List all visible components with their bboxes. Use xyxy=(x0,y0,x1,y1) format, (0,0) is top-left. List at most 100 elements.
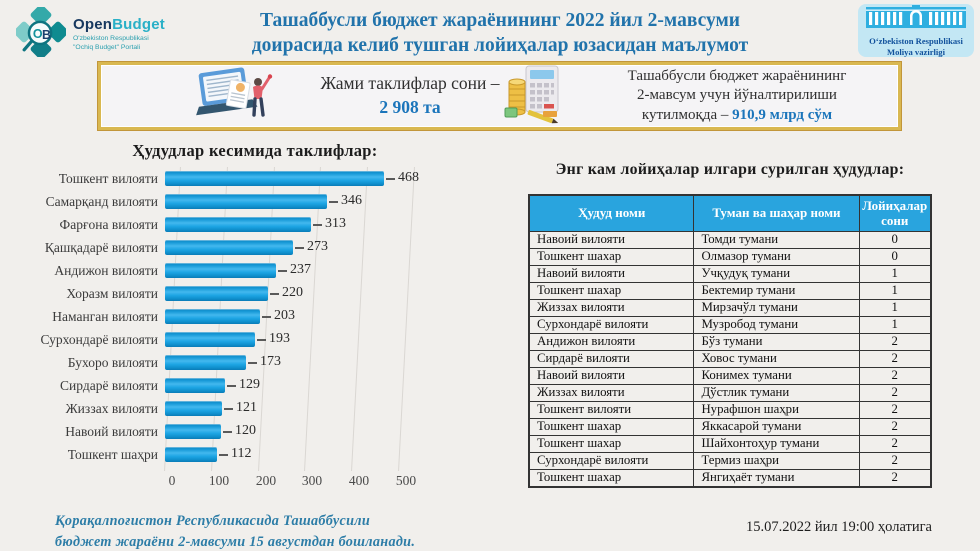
chart-bar-track: 120 xyxy=(165,423,475,439)
table-cell: 2 xyxy=(858,468,932,487)
note-line1: Қорақалпоғистон Республикасида Ташаббуси… xyxy=(55,513,371,529)
chart-category-label: Қашқадарё вилояти xyxy=(44,239,158,255)
chart-bar-track: 313 xyxy=(165,216,475,232)
chart-bar xyxy=(165,332,255,347)
brand-open: Open xyxy=(73,16,113,34)
table-cell: Музробод тумани xyxy=(693,315,860,334)
chart-value-label: 112 xyxy=(231,446,252,461)
brand-budget: Budget xyxy=(112,16,165,34)
table-cell: Андижон вилояти xyxy=(528,332,695,351)
budget-allocation-stat: Ташаббусли бюджет жараёнининг 2-мавсум у… xyxy=(503,65,897,127)
logo-subtitle-1: O'zbekiston Respublikasi xyxy=(73,35,149,43)
table-cell: Бектемир тумани xyxy=(693,281,860,300)
table-cell: Навоий вилояти xyxy=(528,366,695,385)
table-cell: 1 xyxy=(858,298,932,317)
chart-axis-tick-label: 500 xyxy=(395,473,417,488)
table-cell: Дўстлик тумани xyxy=(693,383,860,402)
table-row: Тошкент шахар Яккасарой тумани 2 xyxy=(528,417,932,436)
chart-value-label: 346 xyxy=(341,193,362,208)
ministry-name-line2: Moliya vazirligi xyxy=(887,47,945,57)
table-row: Тошкент шахар Янгиҳаёт тумани 2 xyxy=(528,468,932,487)
table-cell: 1 xyxy=(858,315,932,334)
chart-bar-track: 203 xyxy=(165,308,475,324)
chart-value-tick xyxy=(248,362,257,364)
chart-bar-track: 129 xyxy=(165,377,475,393)
chart-bar xyxy=(165,194,327,209)
table-cell: 0 xyxy=(858,230,932,249)
chart-bar xyxy=(165,378,225,393)
table-header-row: Ҳудуд номи Туман ва шаҳар номи Лойиҳалар с… xyxy=(528,194,932,232)
total-proposals-label: Жами таклифлар сони – xyxy=(320,73,500,94)
budget-allocation-line3: кутилмоқда – 910,9 млрд сўм xyxy=(641,106,833,123)
chart-value-label: 237 xyxy=(290,262,311,277)
chart-value-label: 313 xyxy=(325,216,346,231)
table-cell: Учқудуқ тумани xyxy=(693,264,860,283)
table-cell: 2 xyxy=(858,434,932,453)
chart-value-label: 203 xyxy=(274,308,295,323)
table-header-cell: Ҳудуд номи xyxy=(528,194,695,232)
coins-calculator-icon xyxy=(503,64,563,129)
chart-value-tick xyxy=(295,247,304,249)
chart-category-label: Наманган вилояти xyxy=(52,308,158,324)
table-row: Андижон вилояти Бўз тумани 2 xyxy=(528,332,932,351)
table-cell: Томди тумани xyxy=(693,230,860,249)
least-projects-table: Ҳудуд номи Туман ва шаҳар номи Лойиҳалар с… xyxy=(528,194,932,488)
table-cell: Сурхондарё вилояти xyxy=(528,451,695,470)
table-cell: 2 xyxy=(858,400,932,419)
table-cell: 2 xyxy=(858,451,932,470)
chart-category-label: Сирдарё вилояти xyxy=(60,377,158,393)
ministry-building-icon xyxy=(866,4,966,34)
chart-value-label: 468 xyxy=(398,170,419,185)
chart-category-label: Хоразм вилояти xyxy=(66,285,158,301)
chart-value-tick xyxy=(329,201,338,203)
chart-plot-area: Тошкент вилояти 468 Самарқанд вилояти 346 Фа… xyxy=(35,167,475,488)
chart-bar xyxy=(165,424,221,439)
total-proposals-value: 2 908 та xyxy=(379,97,441,117)
table-cell: Мирзачўл тумани xyxy=(693,298,860,317)
table-cell: Тошкент шахар xyxy=(528,434,695,453)
chart-value-tick xyxy=(257,339,266,341)
table-cell: Навоий вилояти xyxy=(528,264,695,283)
table-cell: Олмазор тумани xyxy=(693,247,860,266)
table-cell: Навоий вилояти xyxy=(528,230,695,249)
table-cell: Тошкент шахар xyxy=(528,468,695,487)
chart-bar-track: 173 xyxy=(165,354,475,370)
total-proposals-stat: Жами таклифлар сони – 2 908 та xyxy=(189,65,535,127)
table-cell: Бўз тумани xyxy=(693,332,860,351)
regions-bar-chart: Ҳудудлар кесимида таклифлар: Тошкент вил… xyxy=(35,141,475,488)
chart-bar-track: 346 xyxy=(165,193,475,209)
table-row: Тошкент шахар Шайхонтоҳур тумани 2 xyxy=(528,434,932,453)
table-row: Тошкент шахар Бектемир тумани 1 xyxy=(528,281,932,300)
logo-subtitle-2: "Ochiq Budget" Portali xyxy=(73,43,141,51)
table-row: Навоий вилояти Конимех тумани 2 xyxy=(528,366,932,385)
svg-text:B: B xyxy=(42,28,51,42)
chart-bar-row: Тошкент шаҳри 112 xyxy=(35,443,475,466)
chart-value-tick xyxy=(262,316,271,318)
table-row: Сурхондарё вилояти Музробод тумани 1 xyxy=(528,315,932,334)
chart-category-label: Бухоро вилояти xyxy=(67,354,158,370)
chart-value-tick xyxy=(223,431,232,433)
table-row: Навоий вилояти Учқудуқ тумани 1 xyxy=(528,264,932,283)
chart-value-label: 129 xyxy=(239,377,260,392)
chart-bar xyxy=(165,240,293,255)
table-row: Жиззах вилояти Дўстлик тумани 2 xyxy=(528,383,932,402)
table-cell: 2 xyxy=(858,366,932,385)
chart-bar-row: Бухоро вилояти 173 xyxy=(35,351,475,374)
chart-axis-tick-label: 300 xyxy=(301,473,323,488)
data-timestamp: 15.07.2022 йил 19:00 ҳолатига xyxy=(746,519,932,535)
table-cell: Яккасарой тумани xyxy=(693,417,860,436)
table-cell: 1 xyxy=(858,281,932,300)
chart-bar xyxy=(165,309,260,324)
chart-bar-row: Хоразм вилояти 220 xyxy=(35,282,475,305)
chart-bar-track: 193 xyxy=(165,331,475,347)
chart-value-tick xyxy=(224,408,233,410)
table-cell: Ховос тумани xyxy=(693,349,860,368)
chart-value-label: 121 xyxy=(236,400,257,415)
chart-axis-tick-label: 100 xyxy=(208,473,230,488)
chart-bar-row: Қашқадарё вилояти 273 xyxy=(35,236,475,259)
karakalpakstan-note: Қорақалпоғистон Республикасида Ташаббуси… xyxy=(55,511,415,551)
stats-banner: Жами таклифлар сони – 2 908 та xyxy=(98,62,901,130)
chart-bar-track: 112 xyxy=(165,446,475,462)
table-cell: Янгиҳаёт тумани xyxy=(693,468,860,487)
table-cell: Жиззах вилояти xyxy=(528,298,695,317)
